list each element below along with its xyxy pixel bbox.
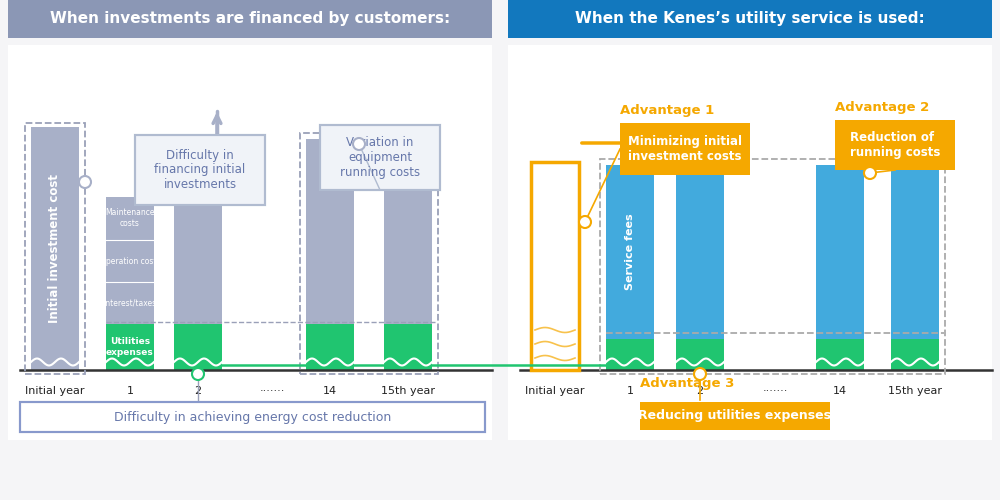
Bar xyxy=(676,339,724,370)
Text: Advantage 2: Advantage 2 xyxy=(835,101,929,114)
Text: Difficulty in
financing initial
investments: Difficulty in financing initial investme… xyxy=(154,148,246,192)
Text: 15th year: 15th year xyxy=(888,386,942,396)
Bar xyxy=(816,339,864,370)
Text: Advantage 1: Advantage 1 xyxy=(620,104,714,117)
Text: Reduction of
running costs: Reduction of running costs xyxy=(850,131,940,159)
Bar xyxy=(531,162,579,370)
Text: Minimizing initial
investment costs: Minimizing initial investment costs xyxy=(628,135,742,163)
Bar xyxy=(320,125,440,190)
Bar xyxy=(508,45,992,440)
Text: Variation in
equipment
running costs: Variation in equipment running costs xyxy=(340,136,420,179)
Text: 14: 14 xyxy=(323,386,337,396)
Bar xyxy=(531,162,579,370)
Text: Operation costs: Operation costs xyxy=(100,256,160,266)
Circle shape xyxy=(694,368,706,380)
Bar xyxy=(891,165,939,339)
Text: Initial year: Initial year xyxy=(525,386,585,396)
Text: 15th year: 15th year xyxy=(381,386,435,396)
Bar xyxy=(320,125,440,190)
Circle shape xyxy=(864,167,876,179)
Bar xyxy=(300,133,438,374)
Bar xyxy=(135,135,265,205)
Circle shape xyxy=(79,176,91,188)
Text: When the Kenes’s utility service is used:: When the Kenes’s utility service is used… xyxy=(575,12,925,26)
Text: 2: 2 xyxy=(194,386,202,396)
Bar xyxy=(135,135,265,205)
Bar xyxy=(25,123,85,374)
Text: Initial investment cost: Initial investment cost xyxy=(48,174,62,323)
Bar xyxy=(384,168,432,324)
Text: Service fees: Service fees xyxy=(625,214,635,290)
Bar xyxy=(306,139,354,324)
Bar xyxy=(106,197,154,324)
Text: Maintenance
costs: Maintenance costs xyxy=(105,208,155,228)
Text: 14: 14 xyxy=(833,386,847,396)
Bar xyxy=(106,324,154,370)
Text: ·······: ······· xyxy=(259,386,285,396)
Bar xyxy=(640,402,830,430)
Bar xyxy=(835,120,955,170)
Bar xyxy=(31,127,79,370)
Bar xyxy=(891,339,939,370)
Text: Initial year: Initial year xyxy=(25,386,85,396)
Bar xyxy=(620,123,750,175)
Text: Interest/taxes: Interest/taxes xyxy=(103,298,157,308)
Bar xyxy=(174,174,222,324)
Text: When investments are financed by customers:: When investments are financed by custome… xyxy=(50,12,450,26)
Text: 1: 1 xyxy=(126,386,134,396)
Bar xyxy=(600,159,945,374)
Bar xyxy=(816,165,864,339)
Text: 1: 1 xyxy=(626,386,634,396)
Text: 2: 2 xyxy=(696,386,704,396)
Text: Difficulty in achieving energy cost reduction: Difficulty in achieving energy cost redu… xyxy=(114,410,391,424)
Circle shape xyxy=(192,368,204,380)
Bar xyxy=(174,324,222,370)
Bar xyxy=(8,45,492,440)
Text: Utilities
expenses: Utilities expenses xyxy=(106,338,154,356)
Bar xyxy=(606,339,654,370)
Text: Advantage 3: Advantage 3 xyxy=(640,377,734,390)
Bar xyxy=(306,324,354,370)
Bar xyxy=(20,402,485,432)
Circle shape xyxy=(579,216,591,228)
Bar xyxy=(20,402,485,432)
Bar xyxy=(8,0,492,38)
Bar xyxy=(676,165,724,339)
Bar xyxy=(384,324,432,370)
Bar xyxy=(508,0,992,38)
Circle shape xyxy=(353,138,365,150)
Bar xyxy=(606,165,654,339)
Text: Reducing utilities expenses: Reducing utilities expenses xyxy=(639,410,832,422)
Text: ·······: ······· xyxy=(762,386,788,396)
